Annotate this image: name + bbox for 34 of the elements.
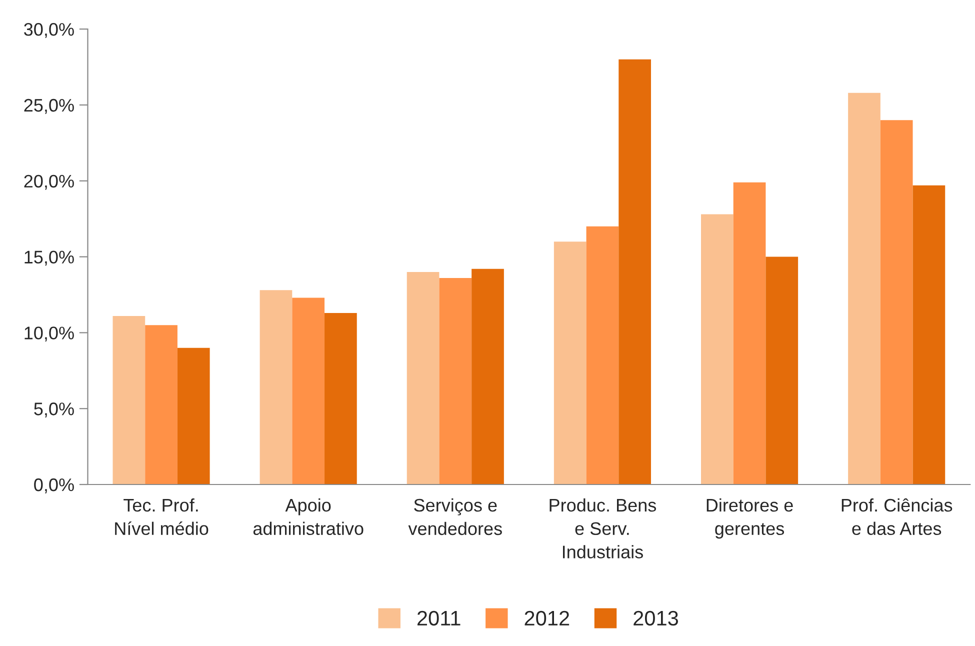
y-tick-label: 25,0% xyxy=(24,98,74,114)
bar xyxy=(733,182,766,484)
bar xyxy=(292,298,325,484)
x-tick-label: Produc. Bens e Serv. Industriais xyxy=(550,498,656,558)
bar xyxy=(701,214,734,484)
bar xyxy=(554,242,586,484)
bar xyxy=(260,290,292,484)
legend-label: 2011 xyxy=(417,610,460,626)
bar xyxy=(586,226,619,484)
x-tick-label: Apoio administrativo xyxy=(253,498,364,536)
y-tick-label: 10,0% xyxy=(24,326,74,342)
legend-label: 2013 xyxy=(634,610,678,626)
bar xyxy=(112,316,146,484)
bar xyxy=(145,325,178,484)
bar xyxy=(406,272,440,484)
bar xyxy=(177,348,210,484)
bar xyxy=(324,312,357,484)
y-tick-label: 0,0% xyxy=(34,478,74,494)
bar xyxy=(618,59,651,484)
y-tick-label: 30,0% xyxy=(24,23,74,38)
y-tick-label: 5,0% xyxy=(34,402,74,418)
y-tick-label: 15,0% xyxy=(24,250,74,266)
x-tick-label: Diretores e gerentes xyxy=(706,498,793,539)
bar xyxy=(472,268,504,484)
legend-label: 2012 xyxy=(524,610,570,626)
y-tick-label: 20,0% xyxy=(24,174,74,190)
bar xyxy=(880,120,913,484)
x-tick-label: Tec. Prof. Nível médio xyxy=(115,498,208,536)
bar xyxy=(912,185,946,484)
bar xyxy=(439,278,472,484)
x-tick-label: Serviços e vendedores xyxy=(408,498,502,536)
bar xyxy=(766,256,798,484)
bar xyxy=(848,92,880,484)
x-tick-label: Prof. Ciências e das Artes xyxy=(842,498,952,536)
